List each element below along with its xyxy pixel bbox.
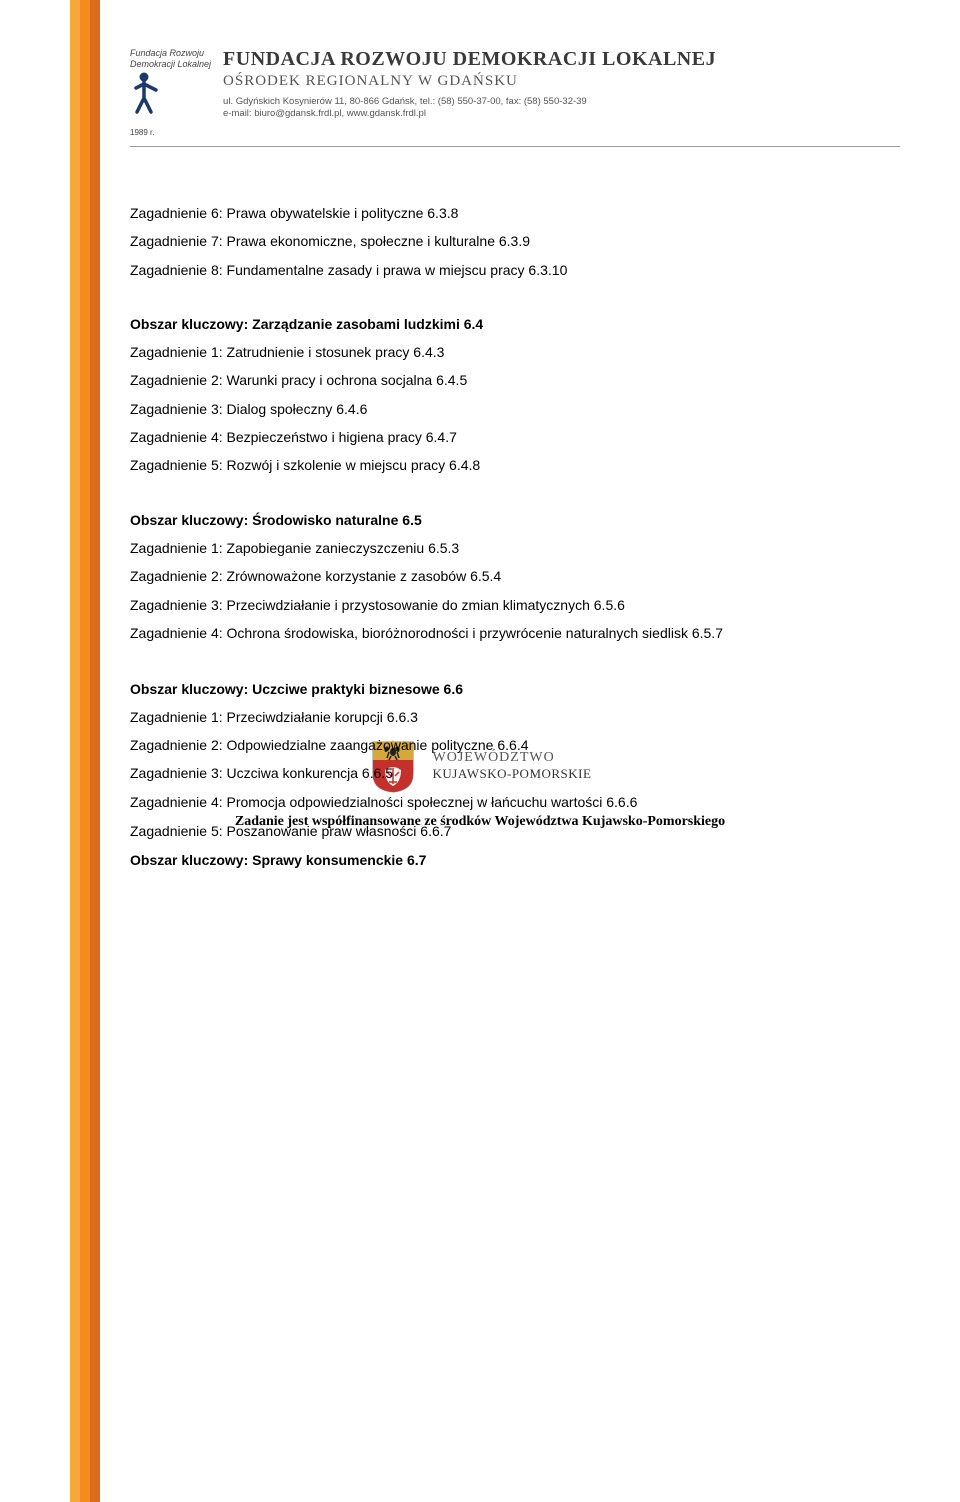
body-line: Zagadnienie 4: Promocja odpowiedzialnośc… — [130, 792, 900, 814]
body-line: Zagadnienie 5: Poszanowanie praw własnoś… — [130, 821, 900, 841]
body-line: Zagadnienie 7: Prawa ekonomiczne, społec… — [130, 231, 900, 251]
body-line: Zagadnienie 2: Odpowiedzialne zaangażowa… — [130, 735, 900, 755]
section-block: Zagadnienie 6: Prawa obywatelskie i poli… — [130, 203, 900, 280]
body-line: Zagadnienie 3: Uczciwa konkurencja 6.6.5 — [130, 763, 900, 783]
logo-line1: Fundacja Rozwoju — [130, 48, 211, 59]
body-line: Zagadnienie 3: Dialog społeczny 6.4.6 — [130, 399, 900, 419]
contact-line1: ul. Gdyńskich Kosynierów 11, 80-866 Gdań… — [223, 96, 900, 108]
person-icon — [130, 70, 162, 114]
body-line: Zagadnienie 2: Zrównoważone korzystanie … — [130, 566, 900, 586]
page-content: Fundacja Rozwoju Demokracji Lokalnej 198… — [130, 0, 900, 870]
body-line: Zagadnienie 4: Ochrona środowiska, bioró… — [130, 623, 900, 645]
logo-left-text: Fundacja Rozwoju Demokracji Lokalnej 198… — [130, 48, 211, 138]
body-line: Zagadnienie 3: Przeciwdziałanie i przyst… — [130, 595, 900, 615]
logo-year: 1989 r. — [130, 128, 211, 138]
body-line: Zagadnienie 1: Przeciwdziałanie korupcji… — [130, 707, 900, 727]
section-heading: Obszar kluczowy: Uczciwe praktyki biznes… — [130, 679, 900, 699]
body-line: Zagadnienie 6: Prawa obywatelskie i poli… — [130, 203, 900, 223]
contact-line2: e-mail: biuro@gdansk.frdl.pl, www.gdansk… — [223, 108, 900, 120]
section-heading: Obszar kluczowy: Sprawy konsumenckie 6.7 — [130, 850, 900, 870]
letterhead: Fundacja Rozwoju Demokracji Lokalnej 198… — [130, 48, 900, 147]
body-line: Zagadnienie 8: Fundamentalne zasady i pr… — [130, 260, 900, 280]
body-line: Zagadnienie 1: Zatrudnienie i stosunek p… — [130, 342, 900, 362]
org-subtitle: OŚRODEK REGIONALNY W GDAŃSKU — [223, 73, 900, 90]
body-line: Zagadnienie 2: Warunki pracy i ochrona s… — [130, 370, 900, 390]
logo-line2: Demokracji Lokalnej — [130, 59, 211, 70]
org-title: FUNDACJA ROZWOJU DEMOKRACJI LOKALNEJ — [223, 48, 900, 71]
section-block: Obszar kluczowy: Zarządzanie zasobami lu… — [130, 314, 900, 476]
body-line: Zagadnienie 1: Zapobieganie zanieczyszcz… — [130, 538, 900, 558]
section-heading: Obszar kluczowy: Środowisko naturalne 6.… — [130, 510, 900, 530]
section-block: Obszar kluczowy: Środowisko naturalne 6.… — [130, 510, 900, 645]
contact-info: ul. Gdyńskich Kosynierów 11, 80-866 Gdań… — [223, 96, 900, 121]
section-block: Obszar kluczowy: Uczciwe praktyki biznes… — [130, 679, 900, 870]
section-heading: Obszar kluczowy: Zarządzanie zasobami lu… — [130, 314, 900, 334]
body-line: Zagadnienie 4: Bezpieczeństwo i higiena … — [130, 427, 900, 447]
body-line: Zagadnienie 5: Rozwój i szkolenie w miej… — [130, 455, 900, 475]
